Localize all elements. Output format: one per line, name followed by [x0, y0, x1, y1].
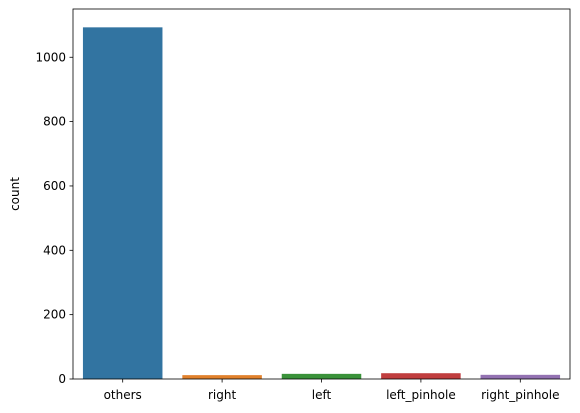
y-tick-label: 800 — [43, 115, 66, 129]
y-tick-label: 600 — [43, 179, 66, 193]
bars-group — [82, 27, 561, 380]
bar-others — [82, 27, 163, 380]
x-tick-label: left — [312, 388, 332, 402]
y-tick-label: 0 — [58, 372, 66, 386]
bar-left — [281, 373, 362, 379]
y-tick-label: 400 — [43, 243, 66, 257]
y-axis-ticks: 0 200 400 600 800 1000 — [35, 50, 73, 386]
y-axis-label: count — [8, 177, 22, 211]
axes-frame — [72, 8, 571, 380]
x-tick-label: right — [208, 388, 236, 402]
x-tick-label: right_pinhole — [481, 388, 559, 402]
bar-right-pinhole — [480, 374, 561, 379]
bar-right — [182, 375, 262, 379]
x-axis-ticks: others right left left_pinhole right_pinhole — [104, 379, 560, 402]
x-tick-label: left_pinhole — [386, 388, 456, 402]
y-tick-label: 200 — [43, 308, 66, 322]
bar-left-pinhole — [381, 373, 461, 379]
y-tick-label: 1000 — [35, 50, 66, 64]
x-tick-label: others — [104, 388, 142, 402]
